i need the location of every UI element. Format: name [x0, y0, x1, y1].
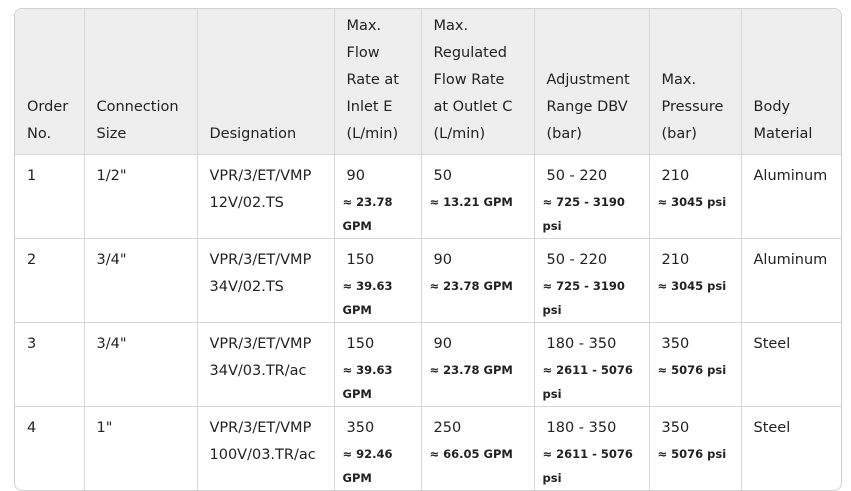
table-cell: 180 - 350 ≈ 2611 - 5076 psi [533, 322, 649, 407]
table-cell: 250 ≈ 66.05 GPM [420, 406, 534, 490]
table-cell: Steel [740, 406, 841, 490]
spec-table: Order No. Connection Size Designation Max. … [15, 9, 841, 490]
table-cell: 3/4" [83, 322, 197, 407]
cell-note: ≈ 13.21 GPM [429, 195, 513, 209]
cell-value: 90 [346, 168, 365, 184]
header-cell: Designation [196, 9, 334, 155]
table-cell: Aluminum [740, 238, 841, 323]
table-row: 3 3/4" VPR/3/ET/VMP 34V/03.TR/ac 150 ≈ 39.63… [15, 322, 841, 407]
table-cell: VPR/3/ET/VMP 12V/02.TS [196, 154, 334, 239]
cell-note: ≈ 66.05 GPM [429, 447, 513, 461]
cell-note: ≈ 23.78 GPM [429, 363, 513, 377]
cell-value: 50 - 220 [546, 168, 608, 184]
cell-note: ≈ 3045 psi [657, 195, 727, 209]
header-cell: Max. Pressure (bar) [648, 9, 741, 155]
page: Order No. Connection Size Designation Max. … [14, 8, 842, 491]
cell-note: ≈ 39.63 GPM [342, 363, 393, 401]
cell-value: 210 [661, 168, 690, 184]
table-row: 2 3/4" VPR/3/ET/VMP 34V/02.TS 150 ≈ 39.63 GP… [15, 238, 841, 323]
header-row: Order No. Connection Size Designation Max. … [15, 9, 841, 155]
header-cell: Adjustment Range DBV (bar) [533, 9, 649, 155]
table-cell: 350 ≈ 5076 psi [648, 406, 741, 490]
table-cell: 90 ≈ 23.78 GPM [420, 238, 534, 323]
cell-value: 350 [346, 420, 375, 436]
table-cell: 210 ≈ 3045 psi [648, 154, 741, 239]
cell-note: ≈ 2611 - 5076 psi [542, 447, 633, 485]
cell-value: 180 - 350 [546, 420, 617, 436]
header-cell: Max. Flow Rate at Inlet E (L/min) [333, 9, 421, 155]
cell-note: ≈ 725 - 3190 psi [542, 279, 625, 317]
table-cell: 1 [15, 154, 84, 239]
table-cell: VPR/3/ET/VMP 34V/03.TR/ac [196, 322, 334, 407]
cell-note: ≈ 5076 psi [657, 363, 727, 377]
cell-note: ≈ 5076 psi [657, 447, 727, 461]
cell-value: 180 - 350 [546, 336, 617, 352]
table-cell: 3/4" [83, 238, 197, 323]
table-cell: 90 ≈ 23.78 GPM [420, 322, 534, 407]
cell-value: 50 [433, 168, 452, 184]
cell-note: ≈ 39.63 GPM [342, 279, 393, 317]
cell-value: 350 [661, 336, 690, 352]
cell-value: 210 [661, 252, 690, 268]
header-cell: Order No. [15, 9, 84, 155]
cell-value: 50 - 220 [546, 252, 608, 268]
table-cell: 2 [15, 238, 84, 323]
table-cell: 150 ≈ 39.63 GPM [333, 322, 421, 407]
cell-note: ≈ 23.78 GPM [429, 279, 513, 293]
table-cell: VPR/3/ET/VMP 34V/02.TS [196, 238, 334, 323]
table-cell: 50 - 220 ≈ 725 - 3190 psi [533, 154, 649, 239]
header-cell: Connection Size [83, 9, 197, 155]
cell-note: ≈ 23.78 GPM [342, 195, 393, 233]
table-body: 1 1/2" VPR/3/ET/VMP 12V/02.TS 90 ≈ 23.78 GPM… [15, 154, 841, 490]
cell-note: ≈ 92.46 GPM [342, 447, 393, 485]
cell-note: ≈ 3045 psi [657, 279, 727, 293]
table-cell: 4 [15, 406, 84, 490]
table-cell: VPR/3/ET/VMP 100V/03.TR/ac [196, 406, 334, 490]
table-cell: 210 ≈ 3045 psi [648, 238, 741, 323]
table-cell: Aluminum [740, 154, 841, 239]
cell-value: 250 [433, 420, 462, 436]
cell-value: 90 [433, 336, 452, 352]
table-cell: Steel [740, 322, 841, 407]
table-cell: 180 - 350 ≈ 2611 - 5076 psi [533, 406, 649, 490]
table-cell: 350 ≈ 92.46 GPM [333, 406, 421, 490]
cell-note: ≈ 2611 - 5076 psi [542, 363, 633, 401]
table-cell: 350 ≈ 5076 psi [648, 322, 741, 407]
table-cell: 50 ≈ 13.21 GPM [420, 154, 534, 239]
cell-value: 350 [661, 420, 690, 436]
table-row: 1 1/2" VPR/3/ET/VMP 12V/02.TS 90 ≈ 23.78 GPM… [15, 154, 841, 239]
table-row: 4 1" VPR/3/ET/VMP 100V/03.TR/ac 350 ≈ 92.46 … [15, 406, 841, 490]
table-cell: 3 [15, 322, 84, 407]
header-cell: Max. Regulated Flow Rate at Outlet C (L/… [420, 9, 534, 155]
table-cell: 90 ≈ 23.78 GPM [333, 154, 421, 239]
table-cell: 1/2" [83, 154, 197, 239]
cell-note: ≈ 725 - 3190 psi [542, 195, 625, 233]
table-cell: 50 - 220 ≈ 725 - 3190 psi [533, 238, 649, 323]
cell-value: 150 [346, 336, 375, 352]
cell-value: 150 [346, 252, 375, 268]
table-container: Order No. Connection Size Designation Max. … [14, 8, 842, 491]
table-cell: 150 ≈ 39.63 GPM [333, 238, 421, 323]
table-cell: 1" [83, 406, 197, 490]
header-cell: Body Material [740, 9, 841, 155]
cell-value: 90 [433, 252, 452, 268]
